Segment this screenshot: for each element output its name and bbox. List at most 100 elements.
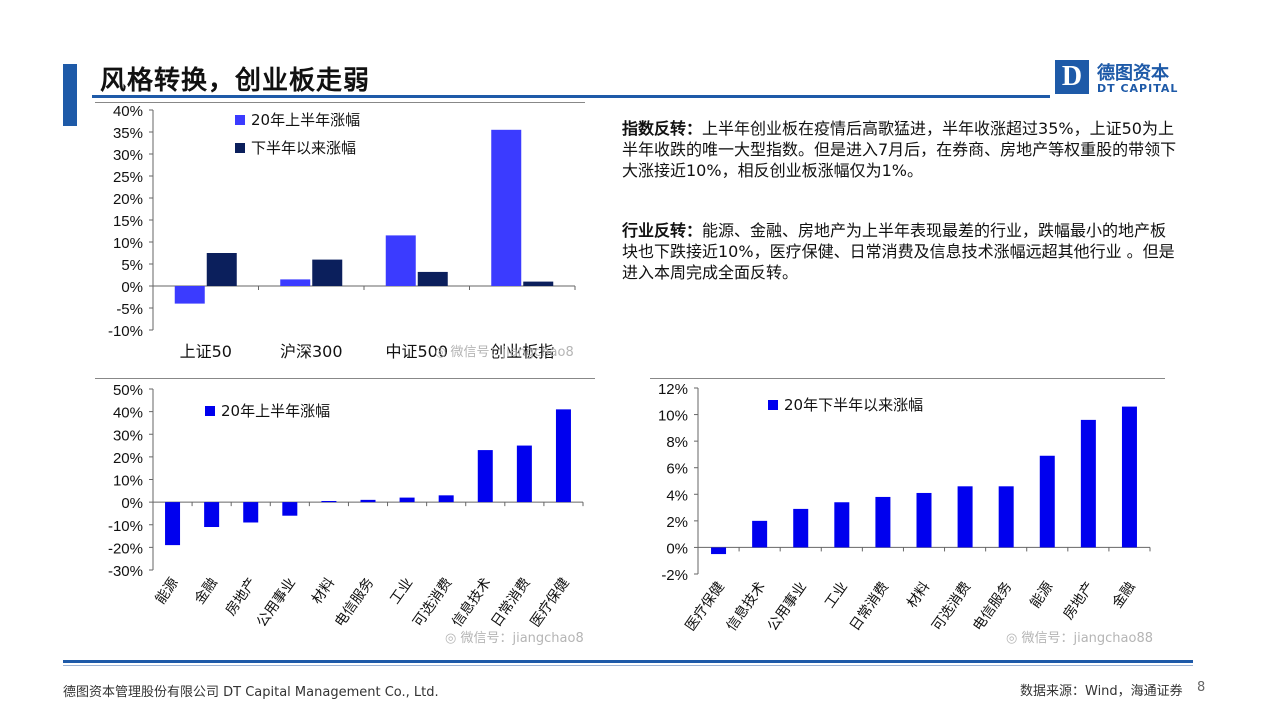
x-tick-label: 上证50 (180, 342, 232, 361)
y-tick-label: 20% (113, 191, 143, 208)
x-tick-label: 可选消费 (410, 575, 455, 630)
legend-label: 20年下半年以来涨幅 (784, 396, 923, 414)
legend-label: 20年上半年涨幅 (221, 402, 330, 420)
x-tick-label: 电信服务 (332, 575, 377, 630)
title-accent-bar (63, 64, 77, 126)
page-title: 风格转换，创业板走弱 (100, 66, 371, 96)
sector-reversal-heading: 行业反转： (622, 221, 703, 240)
index-reversal-body: 上半年创业板在疫情后高歌猛进，半年收涨超过35%，上证50为上半年收跌的唯一大型… (622, 119, 1177, 180)
bar (793, 508, 809, 548)
y-tick-label: 6% (666, 461, 688, 478)
bar (491, 129, 522, 286)
y-tick-label: 8% (666, 434, 688, 451)
y-tick-label: 12% (658, 381, 688, 398)
bar (385, 235, 416, 286)
bar (206, 253, 237, 286)
sector-reversal-body: 能源、金融、房地产为上半年表现最差的行业，跌幅最小的地产板块也下跌接近10%，医… (622, 221, 1175, 282)
bar (916, 492, 932, 548)
bar (165, 502, 181, 546)
y-tick-label: 35% (113, 125, 143, 142)
index-returns-chart: 40% 35% 30% 25% 20% 15% 10% 5% 0% -5% -10% 上证50 沪深30… (95, 102, 585, 364)
bar (438, 495, 454, 503)
legend-label: 下半年以来涨幅 (251, 139, 356, 157)
index-reversal-paragraph: 指数反转：上半年创业板在疫情后高歌猛进，半年收涨超过35%，上证50为上半年收跌… (622, 118, 1177, 181)
x-tick-label: 公用事业 (765, 579, 810, 634)
bar (312, 259, 343, 286)
bar (280, 279, 311, 286)
y-tick-label: 0% (666, 540, 688, 557)
y-tick-label: 40% (113, 103, 143, 120)
legend-swatch (235, 115, 245, 125)
footer-company: 德图资本管理股份有限公司 DT Capital Management Co., … (63, 685, 439, 700)
y-tick-label: 10% (113, 473, 143, 490)
bar (399, 497, 415, 503)
y-tick-label: 5% (121, 257, 143, 274)
y-tick-label: 20% (113, 450, 143, 467)
x-tick-label: 金融 (192, 575, 221, 607)
x-tick-label: 沪深300 (280, 342, 343, 361)
x-tick-label: 材料 (904, 579, 933, 611)
index-reversal-heading: 指数反转： (622, 119, 703, 138)
logo-name-cn: 德图资本 (1097, 63, 1169, 84)
bar (523, 281, 554, 286)
y-tick-label: 0% (121, 279, 143, 296)
bar (282, 502, 298, 516)
bar (875, 496, 891, 548)
footer-rule-thin (63, 665, 1193, 666)
sector-reversal-paragraph: 行业反转：能源、金融、房地产为上半年表现最差的行业，跌幅最小的地产板块也下跌接近… (622, 220, 1177, 283)
y-tick-label: 10% (113, 235, 143, 252)
logo-name-en: DT CAPITAL (1097, 82, 1179, 95)
logo-mark: D (1055, 60, 1089, 94)
x-tick-label: 中证500 (385, 342, 448, 361)
x-tick-label: 能源 (153, 575, 182, 607)
bar (1039, 455, 1055, 548)
footer-rule (63, 660, 1193, 663)
x-tick-label: 房地产 (1060, 579, 1097, 623)
y-tick-label: 30% (113, 147, 143, 164)
x-tick-label: 工业 (387, 575, 416, 607)
bar (417, 271, 448, 286)
title-underline (92, 95, 1050, 98)
x-tick-label: 信息技术 (449, 575, 495, 631)
y-tick-label: -30% (108, 563, 143, 580)
x-tick-label: 日常消费 (847, 579, 892, 634)
bar (834, 502, 850, 548)
bar (204, 502, 220, 528)
x-tick-label: 医疗保健 (528, 575, 573, 630)
x-tick-label: 日常消费 (488, 575, 533, 630)
legend-swatch (235, 143, 245, 153)
bar (477, 450, 493, 503)
y-tick-label: -2% (661, 567, 688, 584)
chart-svg: 50% 40% 30% 20% 10% 0% -10% -20% -30% 能源 金融 房地产公用事业… (95, 378, 595, 646)
bar (998, 486, 1014, 548)
legend-label: 20年上半年涨幅 (251, 111, 360, 129)
x-tick-label: 能源 (1027, 579, 1056, 611)
y-tick-label: 40% (113, 405, 143, 422)
y-tick-label: 25% (113, 169, 143, 186)
x-tick-label: 材料 (309, 575, 338, 607)
bar (711, 547, 727, 555)
page-number: 8 (1197, 680, 1206, 695)
y-tick-label: 0% (121, 495, 143, 512)
sector-h1-returns-chart: 50% 40% 30% 20% 10% 0% -10% -20% -30% 能源 金融 房地产 公用事业… (95, 378, 595, 648)
x-tick-label: 医疗保健 (683, 579, 728, 634)
y-tick-label: 30% (113, 427, 143, 444)
x-tick-label: 房地产 (223, 575, 260, 619)
y-tick-label: -10% (108, 323, 143, 340)
x-tick-label: 创业板指 (490, 342, 554, 361)
y-tick-label: 15% (113, 213, 143, 230)
bar (360, 499, 376, 503)
y-tick-label: -10% (108, 518, 143, 535)
y-tick-label: 4% (666, 487, 688, 504)
bar (516, 445, 532, 503)
legend-swatch (768, 400, 778, 410)
bar (957, 486, 973, 548)
x-tick-label: 工业 (822, 579, 851, 611)
bar (243, 502, 259, 523)
x-tick-label: 可选消费 (929, 579, 974, 634)
watermark-text: ◎ 微信号：jiangchao8 (445, 631, 584, 646)
x-tick-label: 金融 (1110, 579, 1139, 611)
chart-svg: 40% 35% 30% 25% 20% 15% 10% 5% 0% -5% -10% 上证50 沪深30… (95, 102, 585, 361)
y-tick-label: -20% (108, 540, 143, 557)
